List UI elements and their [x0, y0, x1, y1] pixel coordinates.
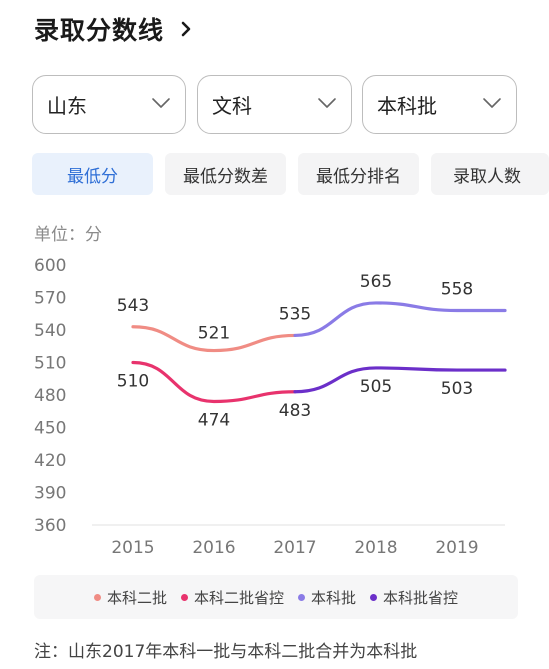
chart-legend: 本科二批 本科二批省控 本科批 本科批省控 — [34, 575, 518, 619]
tab-min-score-diff[interactable]: 最低分数差 — [165, 153, 286, 195]
chevron-right-icon — [181, 21, 191, 37]
legend-item[interactable]: 本科批 — [298, 587, 356, 608]
data-label: 474 — [198, 411, 230, 431]
legend-dot — [298, 593, 305, 601]
y-tick-label: 360 — [34, 516, 66, 536]
tab-min-score-rank[interactable]: 最低分排名 — [298, 153, 419, 195]
data-label: 558 — [441, 280, 473, 300]
chevron-down-icon — [483, 98, 501, 108]
batch-select[interactable]: 本科批 — [362, 75, 517, 134]
series-line — [131, 360, 297, 404]
y-tick-label: 540 — [34, 321, 66, 341]
province-select[interactable]: 山东 — [32, 75, 186, 134]
chevron-down-icon — [318, 98, 336, 108]
data-label: 535 — [279, 304, 311, 324]
x-tick-label: 2015 — [111, 538, 154, 558]
series-line — [293, 366, 507, 394]
legend-label: 本科批 — [311, 588, 357, 607]
batch-select-value: 本科批 — [377, 94, 437, 118]
data-label: 505 — [360, 377, 392, 397]
legend-item[interactable]: 本科二批 — [93, 587, 167, 608]
y-tick-label: 480 — [34, 386, 66, 406]
y-tick-label: 510 — [34, 354, 66, 374]
legend-label: 本科二批 — [106, 588, 167, 607]
data-label: 543 — [117, 296, 149, 316]
tab-admission-count[interactable]: 录取人数 — [431, 153, 549, 195]
data-label: 483 — [279, 401, 311, 421]
legend-item[interactable]: 本科二批省控 — [180, 587, 284, 608]
footnote: 注：山东2017年本科一批与本科二批合并为本科批 — [34, 642, 418, 662]
data-label: 521 — [198, 324, 230, 344]
page-title: 录取分数线 — [34, 16, 165, 45]
legend-item[interactable]: 本科批省控 — [370, 587, 458, 608]
unit-label: 单位：分 — [34, 225, 102, 245]
subject-select[interactable]: 文科 — [197, 75, 352, 134]
x-tick-label: 2019 — [435, 538, 478, 558]
chevron-down-icon — [152, 98, 170, 108]
score-line-chart: 600 570 540 510 480 450 420 390 360 2015 2016 2017 2… — [34, 256, 507, 558]
x-tick-label: 2018 — [354, 538, 397, 558]
page-title-row[interactable]: 录取分数线 — [34, 12, 194, 46]
y-tick-label: 570 — [34, 289, 66, 309]
legend-dot — [180, 593, 188, 601]
legend-dot — [370, 593, 378, 601]
y-tick-label: 450 — [34, 419, 66, 439]
series-line — [131, 325, 297, 353]
y-tick-label: 600 — [34, 256, 66, 276]
series-line — [293, 301, 507, 338]
province-select-value: 山东 — [47, 94, 87, 118]
y-tick-label: 420 — [34, 451, 66, 471]
y-tick-label: 390 — [34, 484, 66, 504]
data-label: 565 — [360, 272, 392, 292]
data-label: 503 — [441, 379, 473, 399]
legend-label: 本科批省控 — [383, 588, 459, 607]
subject-select-value: 文科 — [212, 94, 252, 118]
x-tick-label: 2017 — [273, 538, 316, 558]
x-tick-label: 2016 — [192, 538, 235, 558]
data-label: 510 — [117, 372, 149, 392]
tab-min-score[interactable]: 最低分 — [32, 153, 153, 195]
legend-dot — [93, 593, 101, 601]
legend-label: 本科二批省控 — [193, 588, 284, 607]
